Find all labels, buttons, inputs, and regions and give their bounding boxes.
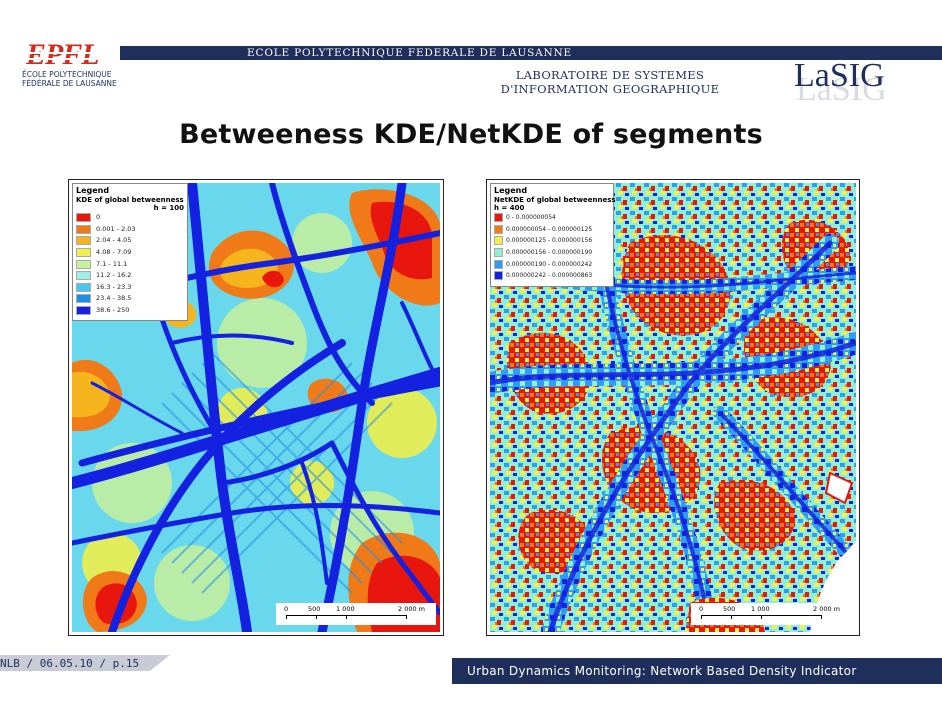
legend-label: 0: [96, 213, 101, 222]
legend-label: 0.001 - 2.03: [96, 224, 136, 233]
legend-label: 0.000000156 - 0.000000190: [506, 249, 593, 257]
legend-swatch: [76, 294, 91, 304]
netkde-legend-title: Legend: [494, 186, 528, 195]
legend-row: 2.04 - 4.05: [76, 235, 184, 247]
legend-row: 0.001 - 2.03: [76, 224, 184, 236]
school-banner: ECOLE POLYTECHNIQUE FEDERALE DE LAUSANNE: [120, 46, 942, 60]
legend-label: 4.08 - 7.09: [96, 248, 132, 257]
legend-row: 11.2 - 16.2: [76, 270, 184, 282]
legend-row: 38.6 - 250: [76, 305, 184, 317]
scale-mark: [761, 615, 762, 619]
legend-swatch: [76, 213, 91, 223]
legend-label: 38.6 - 250: [96, 306, 130, 315]
scale-tick-label: 2 000 m: [813, 605, 841, 613]
legend-swatch: [76, 236, 91, 246]
legend-label: 23.4 - 38.5: [96, 294, 132, 303]
legend-label: 0 - 0.000000054: [506, 214, 556, 222]
scale-tick-label: 1 000: [336, 605, 355, 613]
epfl-logo: EPFL: [22, 40, 118, 68]
legend-swatch: [494, 213, 503, 223]
scale-tick-label: 2 000 m: [398, 605, 426, 613]
netkde-legend-subtitle: NetKDE of global betweenness: [494, 196, 616, 204]
scale-mark: [406, 615, 407, 619]
scale-mark: [346, 615, 347, 619]
slide-title: Betweeness KDE/NetKDE of segments: [179, 119, 763, 150]
lab-name-line2: D'INFORMATION GEOGRAPHIQUE: [500, 82, 720, 96]
scale-tick-label: 0: [699, 605, 704, 613]
legend-label: 0.000000190 - 0.000000242: [506, 260, 593, 268]
legend-swatch: [494, 259, 503, 269]
legend-label: 0.000000242 - 0.000000863: [506, 272, 593, 280]
scale-mark: [286, 615, 287, 619]
legend-row: 0.000000054 - 0.000000125: [494, 224, 610, 236]
legend-swatch: [76, 259, 91, 269]
legend-swatch: [494, 224, 503, 234]
legend-swatch: [494, 236, 503, 246]
netkde-scale-bar: 0 500 1 000 2 000 m: [691, 603, 852, 625]
scale-mark: [821, 615, 822, 619]
lab-name: LABORATOIRE DE SYSTEMES D'INFORMATION GE…: [490, 68, 730, 96]
scale-tick-label: 0: [284, 605, 289, 613]
scale-tick-label: 1 000: [751, 605, 770, 613]
legend-swatch: [76, 248, 91, 258]
epfl-subtitle: ÉCOLE POLYTECHNIQUE FÉDÉRALE DE LAUSANNE: [22, 70, 117, 88]
kde-legend-title: Legend: [76, 186, 110, 195]
legend-label: 7.1 - 11.1: [96, 259, 128, 268]
legend-label: 11.2 - 16.2: [96, 271, 132, 280]
netkde-map: Legend NetKDE of global betweenness h = …: [486, 179, 860, 636]
scale-tick-label: 500: [308, 605, 321, 613]
legend-swatch: [494, 248, 503, 258]
legend-swatch: [76, 306, 91, 316]
scale-mark: [731, 615, 732, 619]
legend-label: 0.000000125 - 0.000000156: [506, 237, 593, 245]
legend-row: 0.000000242 - 0.000000863: [494, 270, 610, 282]
kde-legend-rows: 0 0.001 - 2.03 2.04 - 4.05 4.08 - 7.09 7…: [76, 212, 184, 316]
legend-label: 16.3 - 23.3: [96, 282, 132, 291]
lasig-logo-text: LaSIG: [794, 57, 885, 94]
lasig-logo: LaSIG LaSIG: [794, 57, 887, 106]
netkde-legend-rows: 0 - 0.000000054 0.000000054 - 0.00000012…: [494, 212, 610, 282]
legend-row: 7.1 - 11.1: [76, 258, 184, 270]
footer-talk-title: Urban Dynamics Monitoring: Network Based…: [452, 658, 942, 684]
legend-swatch: [494, 271, 503, 281]
netkde-legend: Legend NetKDE of global betweenness h = …: [490, 183, 616, 287]
lab-name-line1: LABORATOIRE DE SYSTEMES: [515, 68, 705, 82]
legend-swatch: [76, 271, 91, 281]
kde-scale-bar: 0 500 1 000 2 000 m: [276, 603, 436, 625]
lasig-logo-shadow: LaSIG: [796, 71, 887, 106]
legend-row: 0.000000190 - 0.000000242: [494, 258, 610, 270]
legend-row: 0 - 0.000000054: [494, 212, 610, 224]
legend-swatch: [76, 282, 91, 292]
legend-row: 0: [76, 212, 184, 224]
footer-page-ref: NLB / 06.05.10 / p.15: [0, 657, 140, 670]
epfl-subtitle-line2: FÉDÉRALE DE LAUSANNE: [22, 79, 117, 88]
legend-row: 0.000000156 - 0.000000190: [494, 247, 610, 259]
legend-row: 4.08 - 7.09: [76, 247, 184, 259]
legend-row: 0.000000125 - 0.000000156: [494, 235, 610, 247]
kde-legend-bandwidth: h = 100: [153, 204, 184, 212]
kde-legend-subtitle: KDE of global betweenness: [76, 196, 184, 204]
legend-label: 0.000000054 - 0.000000125: [506, 225, 593, 233]
legend-label: 2.04 - 4.05: [96, 236, 132, 245]
epfl-subtitle-line1: ÉCOLE POLYTECHNIQUE: [22, 70, 112, 79]
netkde-legend-bandwidth: h = 400: [494, 204, 525, 212]
scale-mark: [316, 615, 317, 619]
kde-legend: Legend KDE of global betweenness h = 100…: [72, 183, 188, 322]
legend-swatch: [76, 224, 91, 234]
school-banner-text: ECOLE POLYTECHNIQUE FEDERALE DE LAUSANNE: [247, 47, 572, 59]
scale-mark: [701, 615, 702, 619]
scale-tick-label: 500: [723, 605, 736, 613]
legend-row: 23.4 - 38.5: [76, 293, 184, 305]
legend-row: 16.3 - 23.3: [76, 282, 184, 294]
kde-map: Legend KDE of global betweenness h = 100…: [68, 179, 444, 636]
